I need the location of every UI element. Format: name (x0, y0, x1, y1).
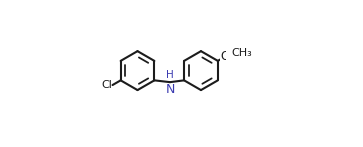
Text: N: N (165, 83, 175, 96)
Text: Cl: Cl (101, 80, 112, 90)
Text: H: H (166, 70, 174, 80)
Text: O: O (220, 50, 229, 63)
Text: CH₃: CH₃ (232, 48, 252, 58)
